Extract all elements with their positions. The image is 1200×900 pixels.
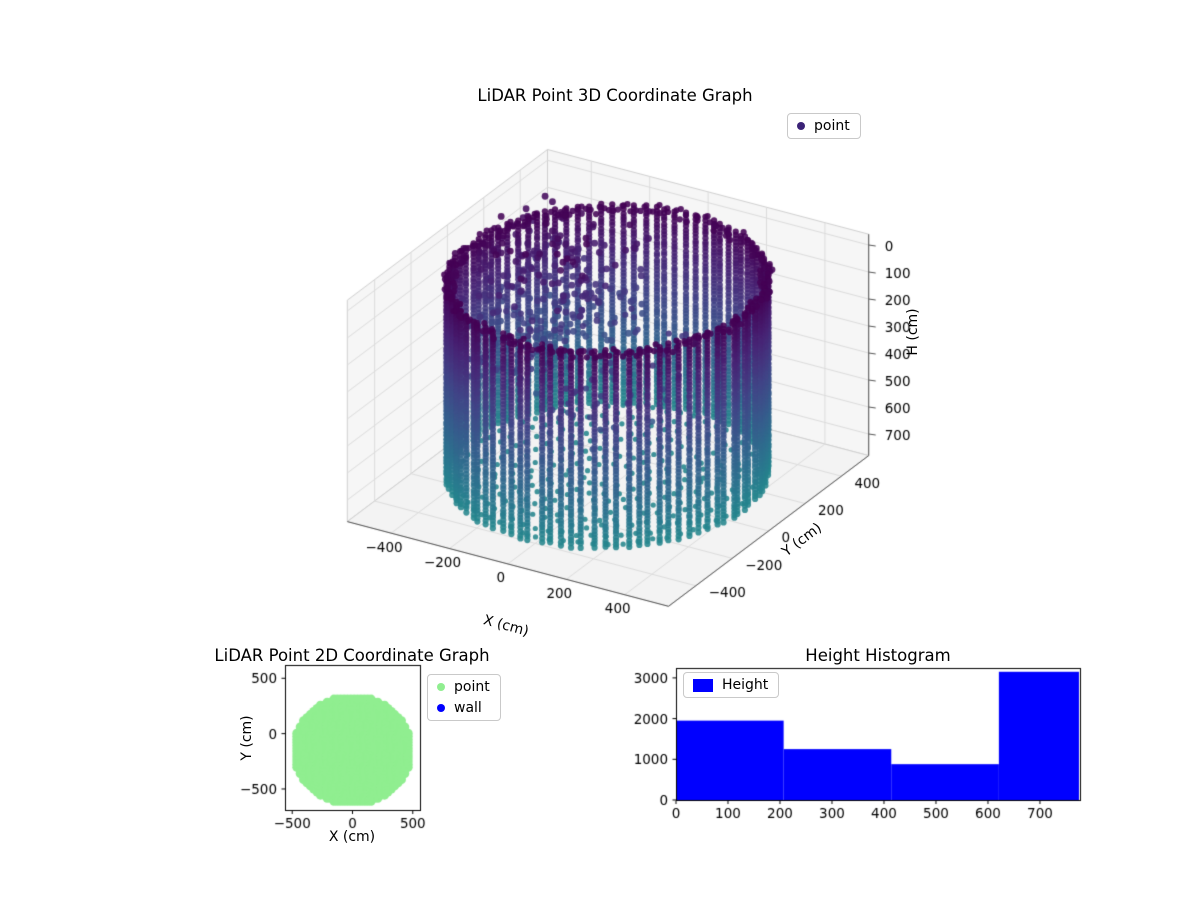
legend-label: point [454, 679, 490, 695]
plot2d-legend: point wall [427, 674, 501, 721]
legend-item-point-2d: point [437, 679, 490, 695]
legend-label: point [814, 118, 850, 134]
plot2d-x-axis-label: X (cm) [328, 829, 376, 845]
point-marker-icon [797, 122, 805, 130]
legend-label: Height [722, 677, 769, 693]
plot3d-title: LiDAR Point 3D Coordinate Graph [477, 86, 753, 105]
legend-item-wall-2d: wall [437, 700, 490, 716]
legend-item-height: Height [693, 677, 768, 693]
point-marker-icon [437, 683, 445, 691]
histogram-legend: Height [683, 672, 780, 698]
plot2d-title: LiDAR Point 2D Coordinate Graph [214, 646, 490, 665]
histogram-title: Height Histogram [805, 646, 951, 665]
plot2d-y-axis-label: Y (cm) [239, 715, 255, 761]
legend-item-point-3d: point [797, 118, 850, 134]
plot3d-h-axis-label: H (cm) [905, 308, 921, 356]
wall-marker-icon [437, 704, 445, 712]
legend-label: wall [454, 700, 482, 716]
height-patch-icon [693, 678, 713, 692]
plot3d-legend: point [787, 113, 861, 139]
